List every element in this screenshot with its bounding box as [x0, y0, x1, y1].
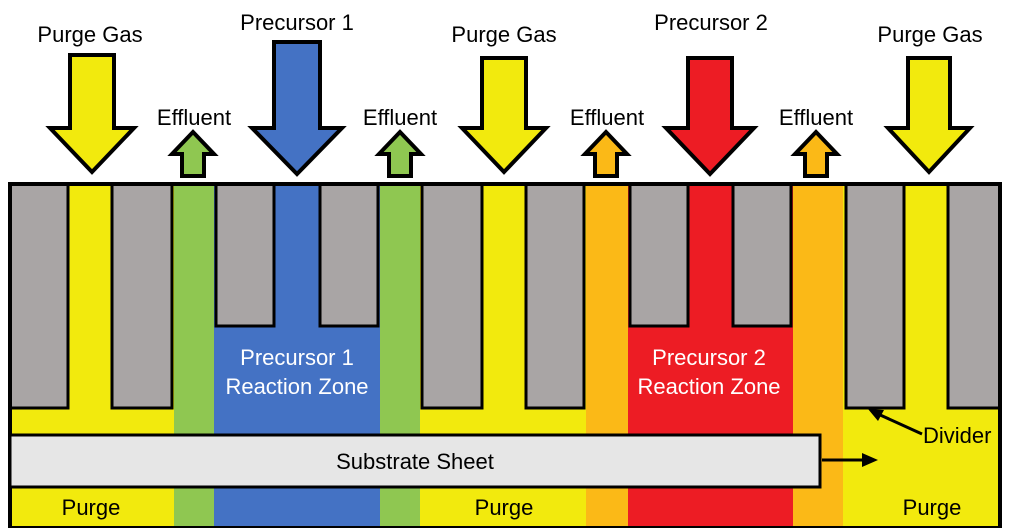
precursor-1-arrow	[247, 40, 347, 177]
effluent-label: Effluent	[363, 105, 437, 130]
divider-callout-arrow	[868, 409, 923, 436]
divider	[844, 182, 906, 410]
effluent-label: Effluent	[779, 105, 853, 130]
divider	[628, 182, 690, 328]
purge-gas-arrow	[883, 56, 975, 175]
precursor-2-zone-label: Reaction Zone	[637, 374, 780, 399]
divider	[946, 182, 1002, 410]
divider	[110, 182, 174, 410]
divider	[524, 182, 586, 410]
purge-gas-label: Purge Gas	[877, 22, 982, 47]
divider	[8, 182, 70, 410]
precursor-1-label: Precursor 1	[240, 10, 354, 35]
divider-label: Divider	[923, 423, 991, 448]
precursor-1-zone-label: Precursor 1	[240, 345, 354, 370]
effluent-arrow	[580, 129, 632, 178]
precursor-2-zone-label: Precursor 2	[652, 345, 766, 370]
divider	[731, 182, 793, 328]
purge-gas-label: Purge Gas	[37, 22, 142, 47]
effluent-arrow	[374, 129, 426, 178]
purge-zone-label: Purge	[475, 495, 534, 520]
substrate-sheet	[8, 433, 822, 489]
divider	[420, 182, 484, 410]
effluent-label: Effluent	[570, 105, 644, 130]
purge-gas-label: Purge Gas	[451, 22, 556, 47]
effluent-label: Effluent	[157, 105, 231, 130]
dividers	[8, 182, 1002, 410]
precursor-2-label: Precursor 2	[654, 10, 768, 35]
precursor-2-arrow	[661, 56, 759, 177]
substrate-label: Substrate Sheet	[336, 449, 494, 474]
head-outline	[8, 182, 1002, 528]
substrate-motion-arrow	[822, 453, 878, 467]
divider	[318, 182, 380, 328]
purge-zone-label: Purge	[903, 495, 962, 520]
effluent-arrow	[167, 129, 219, 178]
purge-zone-label: Purge	[62, 495, 121, 520]
purge-gas-arrow	[457, 56, 551, 175]
effluent-arrow	[790, 129, 842, 178]
divider	[214, 182, 276, 328]
purge-gas-arrow	[45, 53, 139, 175]
precursor-1-zone-label: Reaction Zone	[225, 374, 368, 399]
